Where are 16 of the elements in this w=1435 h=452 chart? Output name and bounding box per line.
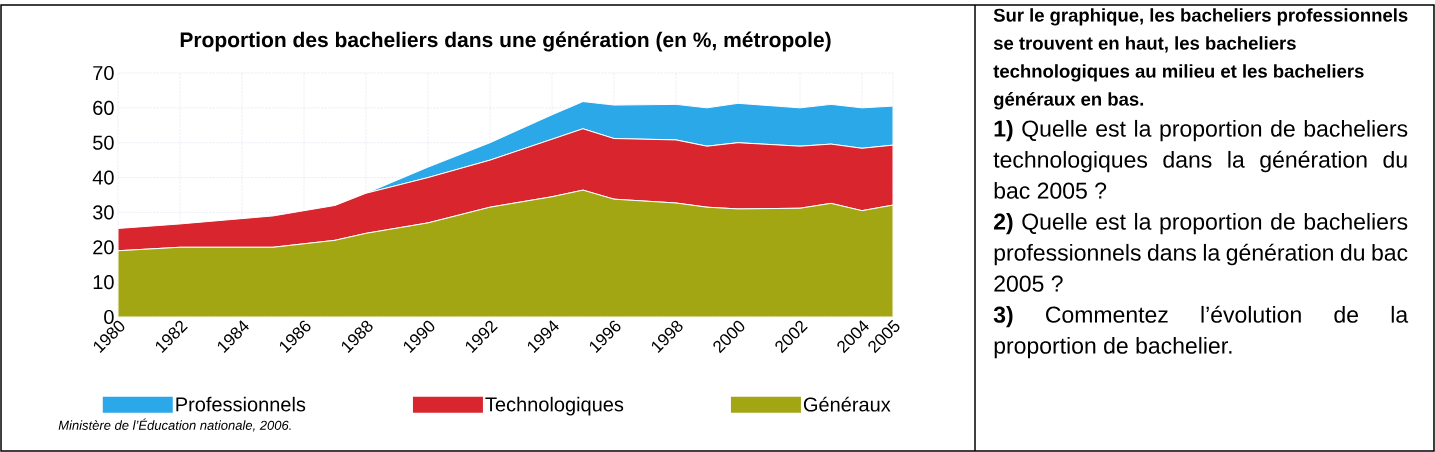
chart-title: Proportion des bacheliers dans une génération (en %, métropole) bbox=[180, 31, 831, 52]
y-tick-label: 50 bbox=[93, 135, 114, 150]
y-tick-label: 70 bbox=[93, 65, 114, 81]
legend-label: Technologiques bbox=[485, 396, 624, 416]
text: Sur le graphique, les bacheliers professionnels se trouvent en haut, les bacheliers technologiques au milieu et les bacheliers généraux en bas. bbox=[993, 8, 1408, 110]
text: Ministère de l’Éducation nationale, 2006. bbox=[58, 418, 291, 432]
y-tick-label: 10 bbox=[93, 275, 114, 290]
y-tick-label: 30 bbox=[93, 205, 114, 220]
text: 2) Quelle est la proportion de bacheliers professionnels dans la génération du bac 2005 ? bbox=[994, 212, 1408, 292]
y-tick-label: 20 bbox=[93, 240, 114, 255]
text: 1) Quelle est la proportion de bacheliers technologiques dans la génération du bac 2005 ? bbox=[993, 119, 1408, 199]
y-tick-label: 60 bbox=[93, 100, 114, 115]
legend-label: Généraux bbox=[803, 396, 891, 412]
y-tick-label: 40 bbox=[92, 170, 114, 185]
text: 3) Commentez l’évolution de la proportion de bachelier. bbox=[993, 305, 1409, 359]
legend-label: Professionnels bbox=[176, 396, 306, 412]
